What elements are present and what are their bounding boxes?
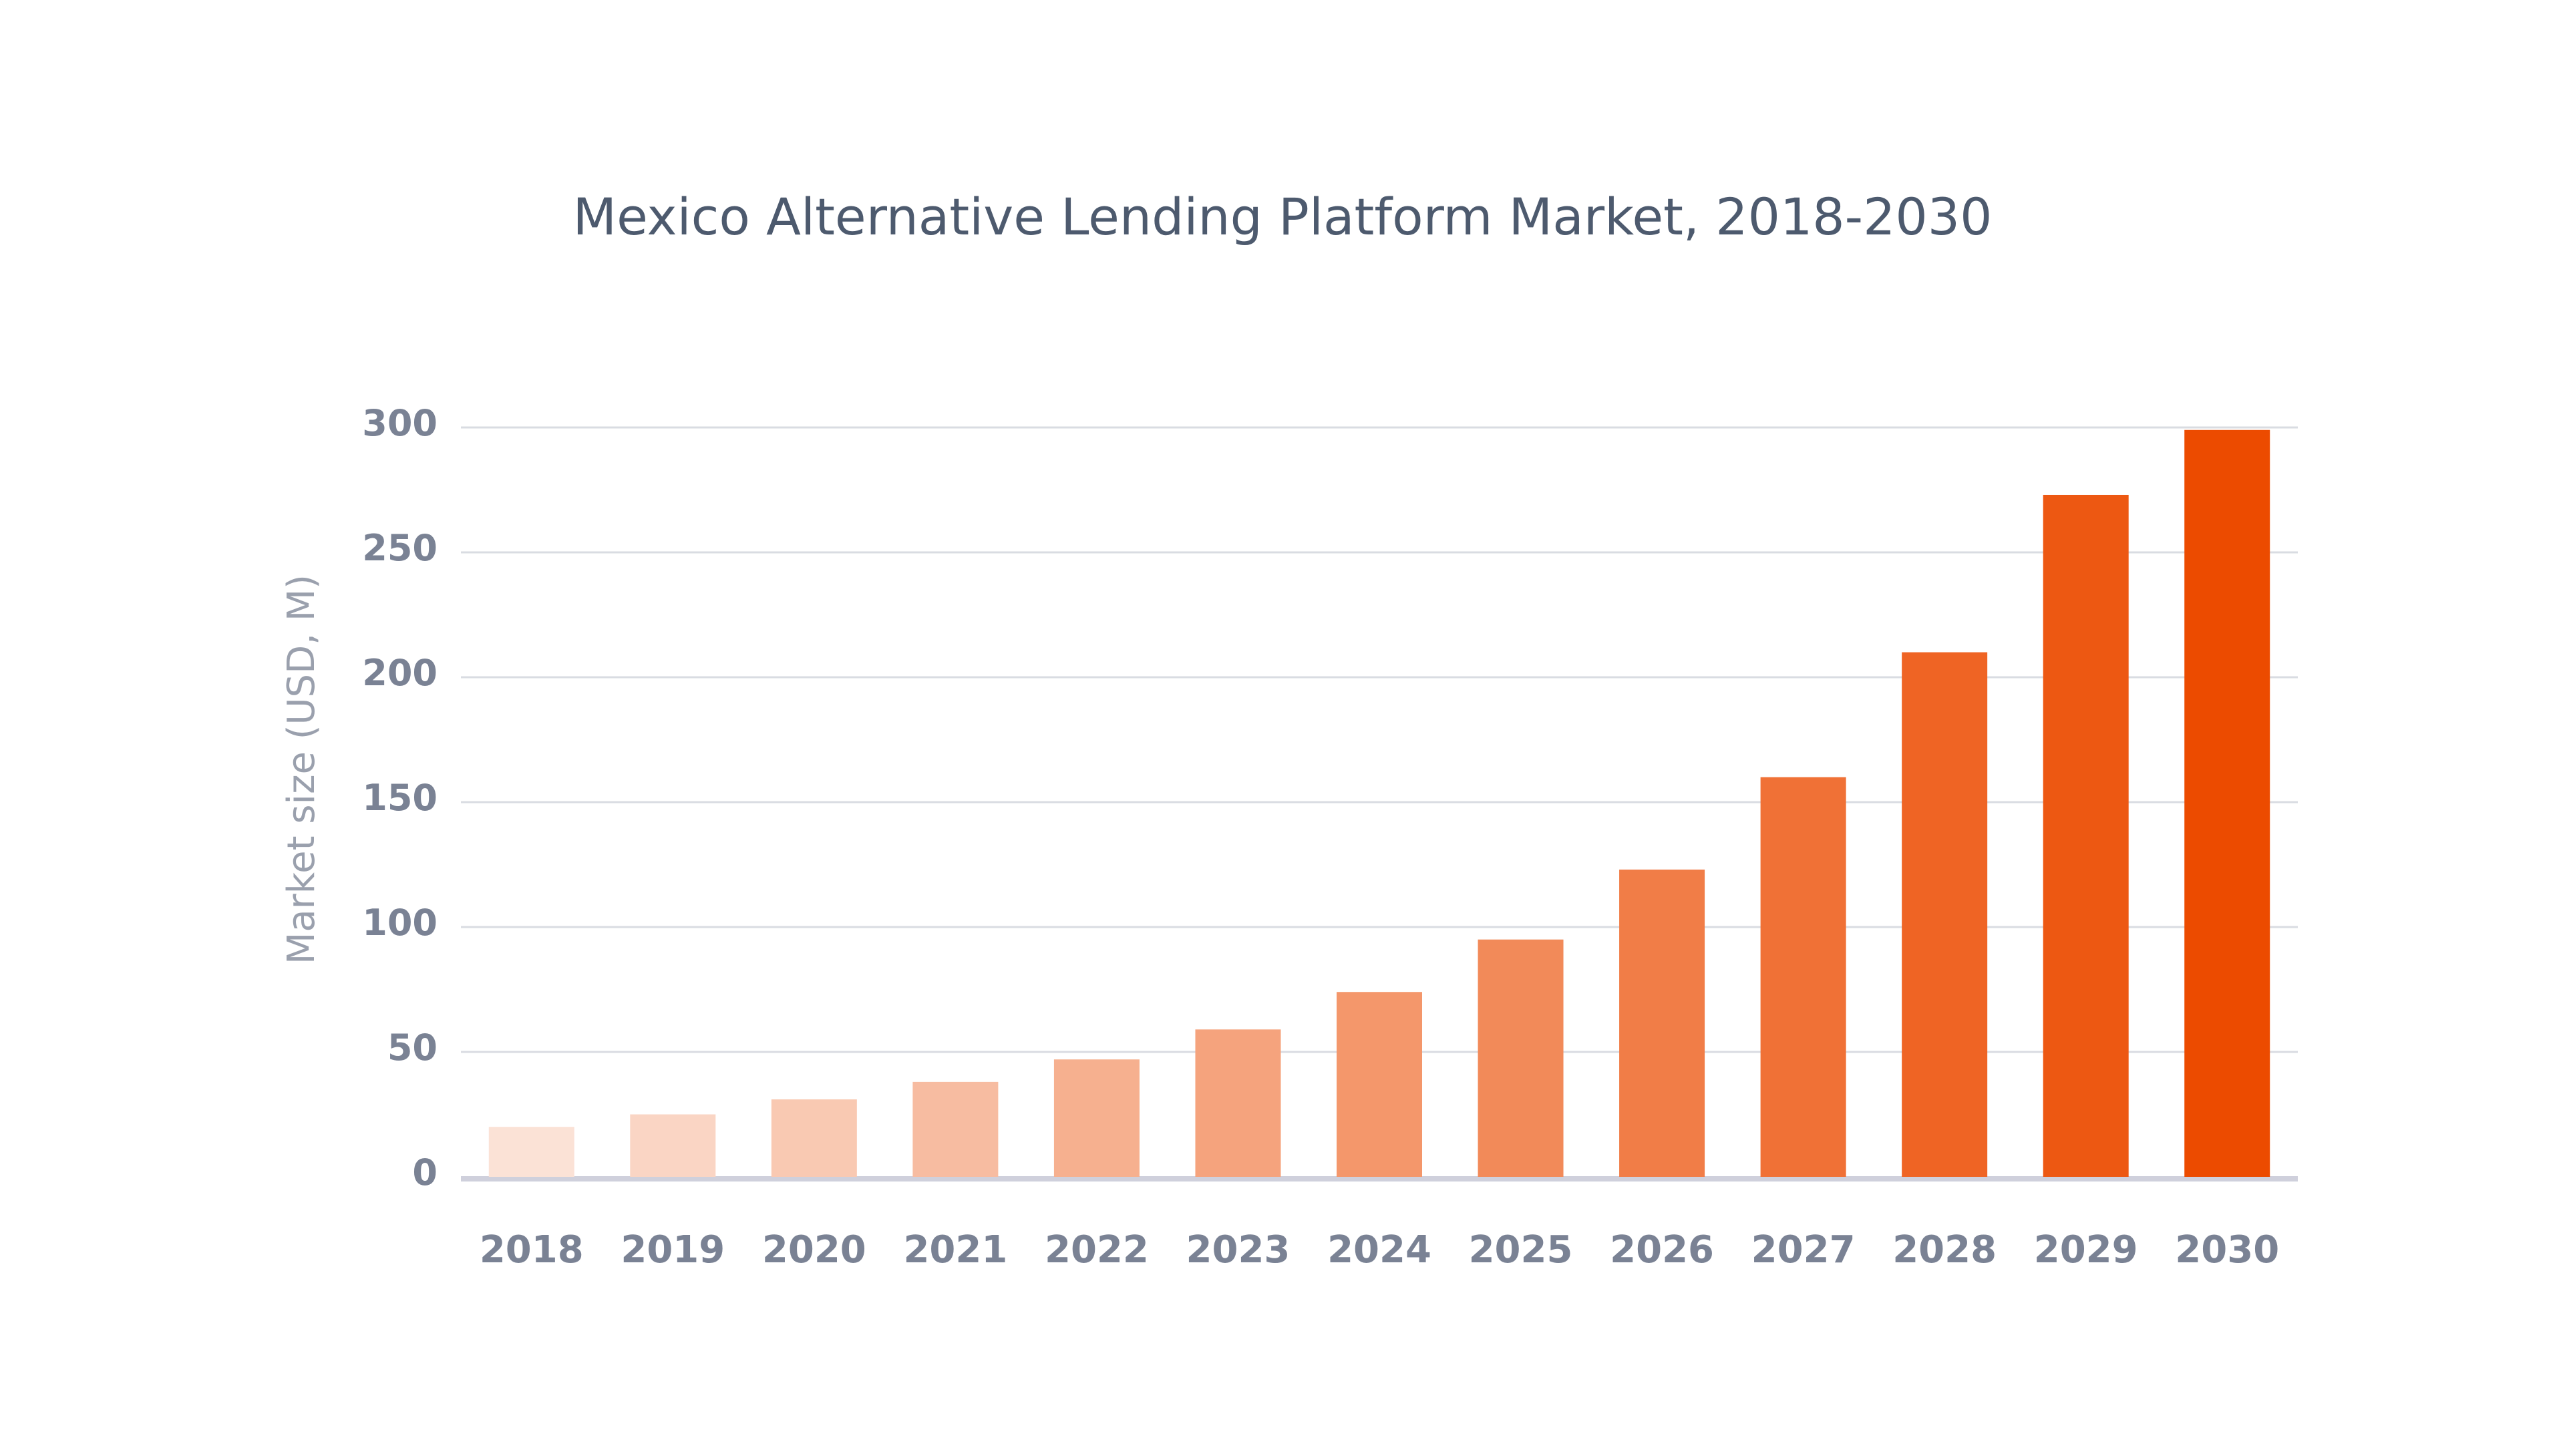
x-tick-label: 2029 [2034, 1228, 2138, 1272]
y-tick-label: 50 [387, 1027, 438, 1069]
y-tick-label: 0 [412, 1151, 438, 1194]
x-tick-label: 2019 [621, 1228, 725, 1272]
x-tick-label: 2028 [1892, 1228, 1997, 1272]
bar-2028 [1902, 652, 1988, 1177]
x-axis-ticks: 2018 2019 2020 2021 2022 2023 2024 2025 2026 2027… [480, 1228, 2279, 1272]
bar-2022 [1053, 1059, 1140, 1177]
y-tick-label: 150 [362, 777, 438, 819]
bar-2029 [2043, 494, 2129, 1177]
x-tick-label: 2021 [903, 1228, 1007, 1272]
y-axis-label: Market size (USD, M) [280, 574, 323, 964]
x-tick-label: 2022 [1045, 1228, 1149, 1272]
bars [488, 429, 2270, 1177]
bar-2027 [1760, 777, 1846, 1177]
bar-2023 [1195, 1029, 1281, 1177]
chart-title: Mexico Alternative Lending Platform Mark… [572, 187, 1993, 246]
x-tick-label: 2023 [1186, 1228, 1291, 1272]
bar-2020 [771, 1099, 857, 1177]
x-tick-label: 2018 [480, 1228, 584, 1272]
x-tick-label: 2027 [1751, 1228, 1856, 1272]
y-axis-ticks: 0 50 100 150 200 250 300 [362, 402, 438, 1194]
x-tick-label: 2025 [1469, 1228, 1573, 1272]
bar-2030 [2184, 429, 2270, 1177]
y-tick-label: 250 [362, 527, 438, 569]
y-tick-label: 300 [362, 402, 438, 444]
x-tick-label: 2026 [1610, 1228, 1714, 1272]
x-tick-label: 2020 [762, 1228, 866, 1272]
bar-2021 [912, 1081, 999, 1177]
gridlines [461, 426, 2298, 1181]
bar-2024 [1337, 992, 1422, 1177]
bar-2019 [630, 1114, 716, 1177]
x-tick-label: 2024 [1327, 1228, 1431, 1272]
bar-2026 [1619, 869, 1705, 1177]
y-tick-label: 100 [362, 902, 438, 944]
bar-2025 [1478, 939, 1564, 1177]
x-tick-label: 2030 [2175, 1228, 2279, 1272]
bar-2018 [488, 1127, 574, 1177]
y-tick-label: 200 [362, 652, 438, 694]
